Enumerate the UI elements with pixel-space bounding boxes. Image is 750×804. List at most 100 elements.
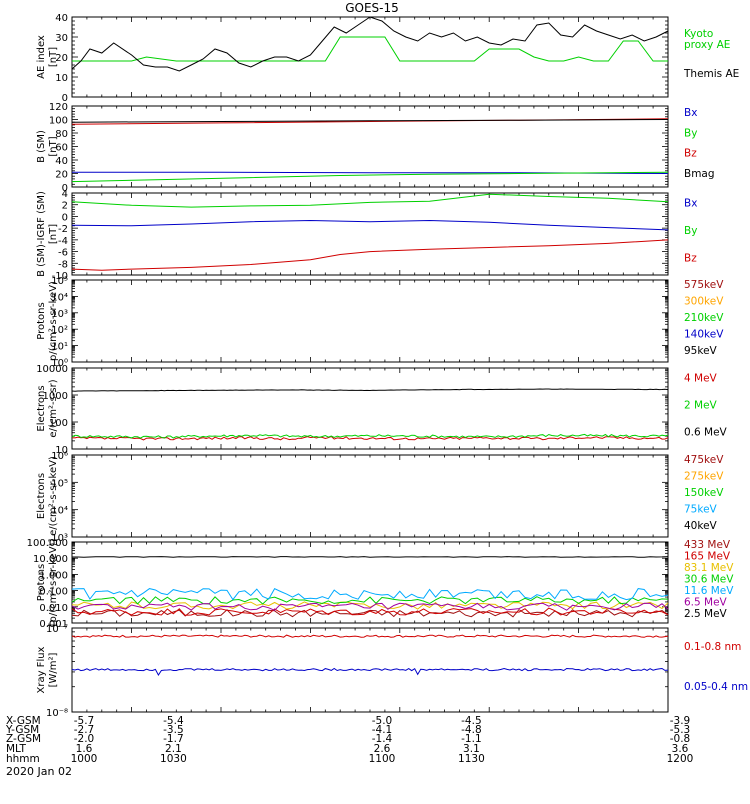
- legend-entry: 0.05-0.4 nm: [684, 681, 748, 693]
- series-6.5-mev: [71, 602, 669, 611]
- y-axis-label: e/(cm²-s-sr-keV): [48, 456, 59, 536]
- series-bmag: [71, 119, 669, 123]
- series-bz: [71, 239, 669, 271]
- y-axis-label: [p/(cm²-s-sr-keV)]: [48, 539, 59, 627]
- y-tick-label: 40: [55, 156, 68, 167]
- orbit-value: 1.6: [76, 743, 93, 755]
- legend-entry: 83.1 MeV: [684, 562, 734, 574]
- y-tick-label: 10.000: [33, 554, 68, 565]
- y-tick-label: 120: [49, 102, 68, 113]
- y-axis-label: B (SM): [36, 130, 47, 163]
- y-tick-label: 60: [55, 143, 68, 154]
- legend-entry: Bx: [684, 107, 697, 119]
- legend-entry: 11.6 MeV: [684, 585, 734, 597]
- orbit-row-label: hhmm: [6, 753, 40, 765]
- legend-entry: 75keV: [684, 503, 718, 515]
- y-tick-label: 20: [55, 53, 68, 64]
- orbit-row-label: X-GSM: [6, 715, 41, 727]
- legend-entry: 150keV: [684, 487, 724, 499]
- orbit-value: 1100: [369, 753, 396, 765]
- series-433-mev: [71, 608, 669, 618]
- y-tick-label: 10¹: [51, 342, 68, 353]
- orbit-value: 1130: [458, 753, 485, 765]
- legend-entry: Themis AE: [683, 68, 739, 80]
- series-30.6-mev: [71, 596, 669, 605]
- y-axis-label: Protons: [36, 564, 47, 601]
- panel-frame: [71, 279, 669, 363]
- y-axis-label: [nT]: [48, 224, 59, 244]
- series-83.1-mev: [71, 601, 669, 610]
- panel-xray: 10⁻⁸ 10⁻⁷ Xray Flux [W/m²] 0.1-0.8 nm 0.05-0.…: [36, 624, 748, 719]
- y-tick-label: 0: [62, 183, 68, 194]
- y-tick-label: 4: [62, 189, 68, 200]
- legend-entry: 475keV: [684, 454, 724, 466]
- y-tick-label: 10000: [36, 364, 68, 375]
- y-tick-label: 10⁴: [51, 292, 68, 303]
- y-tick-label: 10⁻⁸: [46, 708, 68, 719]
- y-tick-label: 0: [62, 212, 68, 223]
- y-tick-label: 10⁵: [51, 478, 68, 489]
- chart-title: GOES-15: [345, 1, 399, 15]
- y-tick-label: 10⁻⁷: [46, 624, 68, 635]
- y-tick-label: 10⁴: [51, 506, 68, 517]
- y-tick-label: 100: [49, 116, 68, 127]
- orbit-row-label: Y-GSM: [5, 724, 39, 736]
- orbit-value: 3.6: [672, 743, 689, 755]
- orbit-value: 2.6: [374, 743, 391, 755]
- legend-entry: 0.1-0.8 nm: [684, 641, 741, 653]
- orbit-value: -4.1: [372, 724, 393, 736]
- y-tick-label: 10²: [51, 325, 68, 336]
- series-2-mev: [71, 433, 669, 439]
- legend-entry: 2.5 MeV: [684, 608, 728, 620]
- legend-entry: 165 MeV: [684, 550, 731, 562]
- legend-entry: 2 MeV: [684, 400, 718, 412]
- panel-electrons-low: 10³ 10⁴ 10⁵ 10⁶ Electrons e/(cm²-s-sr-keV) 475…: [36, 451, 724, 544]
- panel-electrons-high: 10 100 1000 10000 Electrons e/(cm²-s-sr) 4 MeV…: [36, 364, 728, 456]
- series-0.1-0.8-nm: [71, 634, 669, 638]
- orbit-value: -2.7: [74, 724, 95, 736]
- y-tick-label: 1.000: [39, 570, 68, 581]
- orbit-value: -5.3: [670, 724, 691, 736]
- y-tick-label: 100.000: [27, 538, 68, 549]
- y-tick-label: 10⁶: [51, 451, 68, 462]
- legend-entry: 0.6 MeV: [684, 427, 728, 439]
- y-tick-label: 10⁰: [51, 358, 68, 369]
- y-axis-label: Xray Flux: [36, 646, 47, 693]
- legend-entry: Kyoto: [684, 28, 713, 40]
- legend-entry: 275keV: [684, 471, 724, 483]
- orbit-value: -2.0: [74, 733, 95, 745]
- legend-entry: Bx: [684, 198, 697, 210]
- series-0.6-mev: [71, 388, 669, 392]
- legend-entry: 40keV: [684, 520, 718, 532]
- y-axis-label: AE index: [36, 35, 47, 79]
- orbit-value: -4.8: [461, 724, 482, 736]
- y-tick-label: 0.001: [39, 619, 68, 630]
- orbit-value: 1200: [667, 753, 694, 765]
- series-bx: [71, 219, 669, 231]
- y-tick-label: -8: [58, 259, 68, 270]
- y-tick-label: 10: [55, 445, 68, 456]
- orbit-value: -4.5: [461, 715, 482, 727]
- y-tick-label: 0: [62, 93, 68, 104]
- orbit-row-label: MLT: [6, 743, 26, 755]
- y-tick-label: 2: [62, 201, 68, 212]
- orbit-value: 3.1: [463, 743, 480, 755]
- panel-frame: [71, 192, 669, 276]
- legend-entry: 300keV: [684, 296, 724, 308]
- y-tick-label: -4: [58, 236, 68, 247]
- y-axis-label: Protons: [36, 302, 47, 339]
- orbit-value: -1.4: [372, 733, 393, 745]
- series-by: [71, 193, 669, 208]
- series-2.5-mev: [72, 556, 669, 558]
- y-axis-label: Electrons: [36, 385, 47, 431]
- legend-entry: By: [684, 127, 697, 139]
- y-tick-label: 10: [55, 73, 68, 84]
- y-tick-label: 10³: [51, 309, 68, 320]
- legend-entry: 4 MeV: [684, 373, 718, 385]
- orbit-value: -1.1: [461, 733, 482, 745]
- legend-entry: 140keV: [684, 328, 724, 340]
- series-kyoto-proxy-ae: [72, 36, 668, 62]
- y-tick-label: -10: [52, 271, 68, 282]
- panel-protons-high: 0.001 0.010 0.100 1.000 10.000 100.000 Protons…: [27, 538, 735, 630]
